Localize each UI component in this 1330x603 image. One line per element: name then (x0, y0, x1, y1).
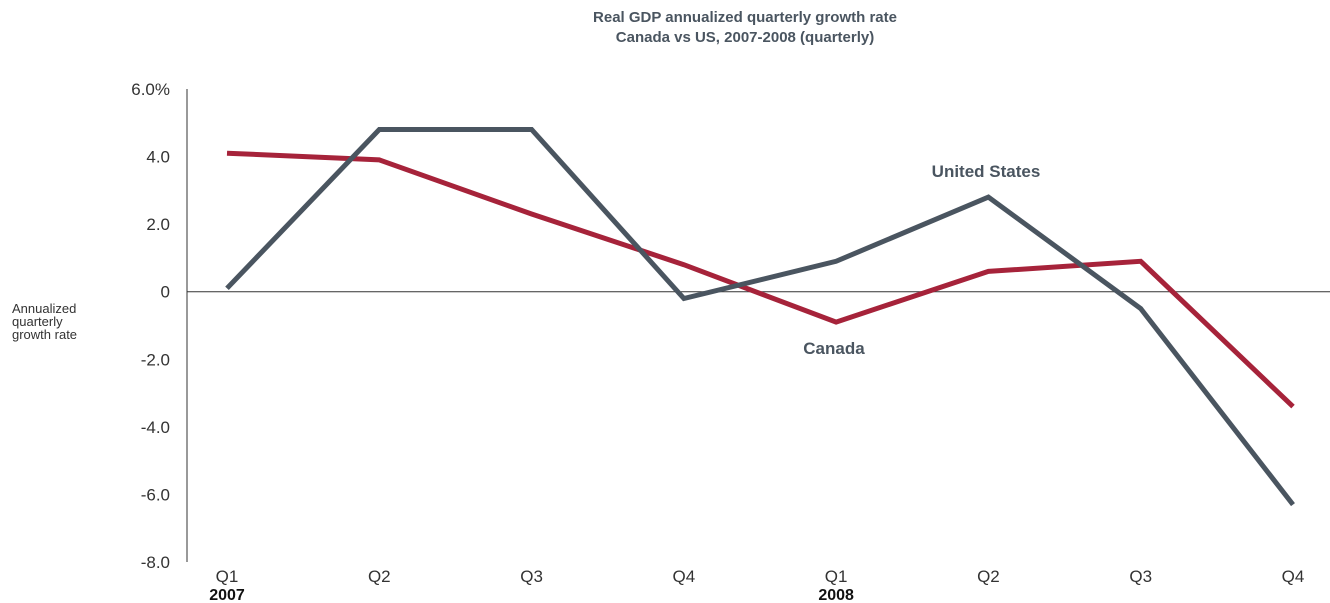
y-tick-label: -6.0 (141, 485, 170, 504)
x-tick-label: Q3 (1129, 567, 1152, 586)
x-tick-label: Q4 (673, 567, 696, 586)
x-tick-label: Q2 (368, 567, 391, 586)
series-label-united-states: United States (932, 162, 1041, 181)
series-line-united-states (225, 127, 1295, 507)
x-tick-label: Q1 (825, 567, 848, 586)
y-tick-label: 6.0% (131, 80, 170, 99)
chart-title: Real GDP annualized quarterly growth rat… (593, 9, 897, 26)
y-axis-label-line: growth rate (12, 327, 77, 342)
x-tick-label: Q2 (977, 567, 1000, 586)
chart-subtitle: Canada vs US, 2007-2008 (quarterly) (616, 29, 874, 46)
x-year-label: 2008 (818, 587, 854, 603)
x-axis-ticks: Q1 Q2 Q3 Q4 Q1 Q2 Q3 Q4 2007 2008 (209, 567, 1304, 603)
y-tick-label: -4.0 (141, 418, 170, 437)
series-lines (225, 127, 1295, 507)
y-tick-label: 0 (161, 283, 170, 302)
x-tick-label: Q1 (216, 567, 239, 586)
y-tick-label: 4.0 (146, 148, 170, 167)
x-tick-label: Q3 (520, 567, 543, 586)
y-axis-label: Annualized quarterly growth rate (12, 301, 77, 342)
y-axis-label-line: quarterly (12, 314, 63, 329)
series-line-canada (226, 150, 1295, 409)
x-year-label: 2007 (209, 587, 245, 603)
y-tick-label: -8.0 (141, 553, 170, 572)
series-label-canada: Canada (803, 339, 865, 358)
y-axis-ticks: 6.0% 4.0 2.0 0 -2.0 -4.0 -6.0 -8.0 (131, 80, 170, 572)
y-tick-label: -2.0 (141, 350, 170, 369)
x-tick-label: Q4 (1282, 567, 1305, 586)
y-tick-label: 2.0 (146, 215, 170, 234)
y-axis-label-line: Annualized (12, 301, 76, 316)
